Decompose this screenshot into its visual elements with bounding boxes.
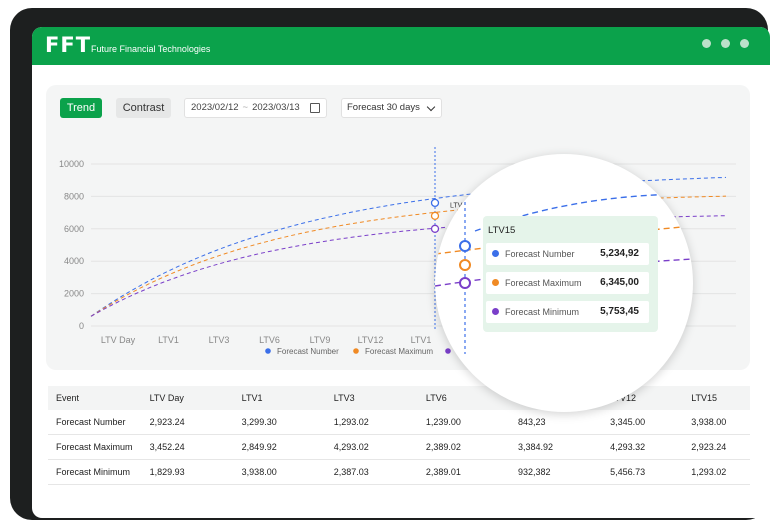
legend-label: Forecast Maximum (365, 347, 433, 356)
legend-marker (353, 348, 359, 354)
table-cell: 4,293.32 (602, 434, 684, 460)
header-bar: FFT Future Financial Technologies (32, 27, 770, 65)
forecast-select-value: Forecast 30 days (347, 102, 420, 113)
forecast-minimum-line (90, 215, 726, 317)
calendar-icon (310, 103, 320, 113)
legend-marker (265, 348, 271, 354)
x-tick-label: LTV Day (101, 335, 136, 345)
series-bullet-icon (492, 250, 499, 257)
table-cell: 1,829.93 (141, 459, 234, 485)
table-cell: 5,456.73 (602, 459, 684, 485)
x-tick-label: LTV12 (358, 335, 384, 345)
brand-name: Future Financial Technologies (91, 44, 211, 54)
table-header-cell: LTV3 (325, 386, 418, 410)
table-cell: 3,299.30 (233, 410, 326, 435)
table-cell: 3,452.24 (141, 434, 234, 460)
table-cell: 2,389.01 (417, 459, 510, 485)
chart-tooltip: LTV15 Forecast Number 5,234,92 Forecast Ma… (483, 216, 658, 332)
window-dot-icon[interactable] (740, 39, 749, 48)
tooltip-row-label: Forecast Maximum (505, 278, 582, 288)
magnified-hover-point (459, 240, 471, 252)
tooltip-row: Forecast Maximum 6,345,00 (486, 272, 649, 294)
data-table: Event LTV Day LTV1 LTV3 LTV6 LTV12 LTV15 Forec… (48, 386, 750, 485)
y-tick-label: 10000 (59, 159, 84, 169)
table-row: Forecast Maximum 3,452.24 2,849.92 4,293.02… (48, 434, 750, 460)
tooltip-row-value: 5,234,92 (600, 248, 639, 259)
tooltip-row-value: 5,753,45 (600, 306, 639, 317)
magnified-hover-point (459, 259, 471, 271)
date-range-picker[interactable]: 2023/02/12 ~2023/03/13 (184, 98, 327, 118)
window-dot-icon[interactable] (721, 39, 730, 48)
series-bullet-icon (492, 279, 499, 286)
contrast-button[interactable]: Contrast (116, 98, 171, 118)
date-separator: ~ (242, 102, 249, 113)
device-frame: FFT Future Financial Technologies Trend … (10, 8, 770, 520)
date-start: 2023/02/12 (191, 102, 239, 113)
y-tick-label: 4000 (64, 256, 84, 266)
tooltip-row: Forecast Minimum 5,753,45 (486, 301, 649, 323)
table-cell: 3,384.92 (510, 434, 603, 460)
table-cell: 3,938.00 (683, 410, 750, 435)
tooltip-row: Forecast Number 5,234,92 (486, 243, 649, 265)
series-bullet-icon (492, 308, 499, 315)
date-end: 2023/03/13 (252, 102, 300, 113)
y-tick-label: 6000 (64, 224, 84, 234)
magnified-chart (435, 184, 693, 354)
hover-point (430, 211, 440, 220)
magnifier-lens: LTV15 Forecast Number 5,234,92 Forecast Ma… (435, 154, 693, 412)
y-tick-label: 0 (79, 321, 84, 331)
table-cell: 3,345.00 (602, 410, 684, 435)
table-cell: 2,849.92 (233, 434, 326, 460)
table-row: Forecast Number 2,923.24 3,299.30 1,293.02 1… (48, 410, 750, 435)
table-cell: 2,387.03 (325, 459, 418, 485)
trend-button[interactable]: Trend (60, 98, 102, 118)
table-cell: 1,293.02 (683, 459, 750, 485)
hover-point (430, 198, 440, 208)
table-header-cell: LTV1 (233, 386, 326, 410)
forecast-select[interactable]: Forecast 30 days (341, 98, 442, 118)
table-row: Forecast Minimum 1,829.93 3,938.00 2,387.03… (48, 459, 750, 485)
hover-point (430, 224, 440, 233)
logo: FFT (45, 33, 92, 57)
table-header-cell: LTV15 (683, 386, 750, 410)
table-cell: Forecast Minimum (48, 459, 142, 485)
tooltip-title: LTV15 (488, 225, 516, 236)
tooltip-row-value: 6,345,00 (600, 277, 639, 288)
legend-label: Forecast Number (277, 347, 339, 356)
table-cell: 2,923.24 (141, 410, 234, 435)
x-tick-label: LTV3 (209, 335, 230, 345)
app-window: FFT Future Financial Technologies Trend … (32, 27, 770, 518)
x-tick-label: LTV1 (158, 335, 179, 345)
tooltip-row-label: Forecast Number (505, 249, 575, 259)
table-header-cell: LTV Day (141, 386, 234, 410)
table-cell: 1,239.00 (417, 410, 510, 435)
window-dot-icon[interactable] (702, 39, 711, 48)
table-cell: 2,923.24 (683, 434, 750, 460)
table-cell: 3,938.00 (233, 459, 326, 485)
table-cell: Forecast Number (48, 410, 142, 435)
table-cell: 843,23 (510, 410, 603, 435)
table-cell: 2,389.02 (417, 434, 510, 460)
magnified-hover-point (459, 277, 471, 289)
table-cell: Forecast Maximum (48, 434, 142, 460)
table-cell: 932,382 (510, 459, 603, 485)
x-tick-label: LTV1 (411, 335, 432, 345)
table-cell: 1,293.02 (325, 410, 418, 435)
y-tick-label: 2000 (64, 289, 84, 299)
legend-marker (445, 348, 451, 354)
tooltip-row-label: Forecast Minimum (505, 307, 580, 317)
table-header-cell: Event (48, 386, 142, 410)
y-tick-label: 8000 (64, 191, 84, 201)
x-tick-label: LTV9 (310, 335, 331, 345)
table-cell: 4,293.02 (325, 434, 418, 460)
x-tick-label: LTV6 (259, 335, 280, 345)
